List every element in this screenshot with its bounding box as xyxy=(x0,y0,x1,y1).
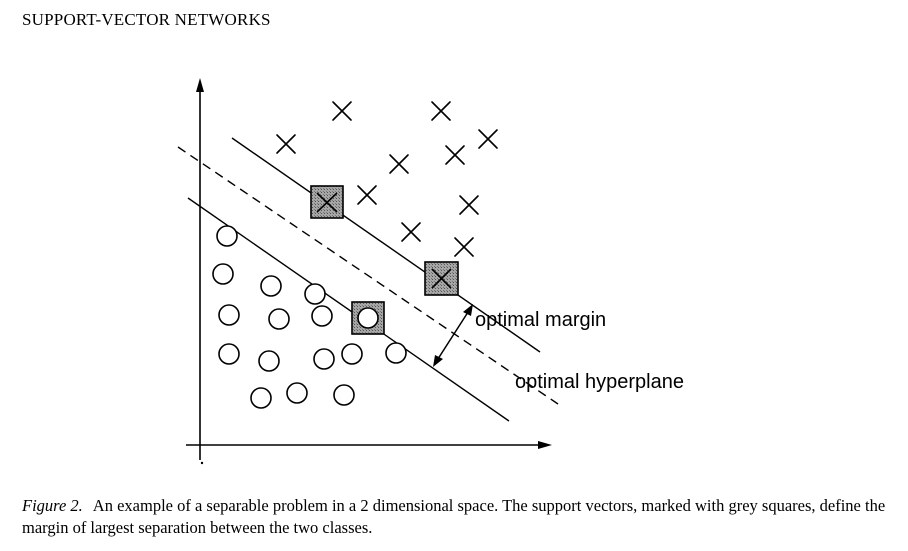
axes xyxy=(186,78,552,465)
class-circle-points xyxy=(212,225,407,409)
circle-point xyxy=(218,304,240,326)
circle-point xyxy=(286,382,308,404)
figure-number: Figure 2. xyxy=(22,496,83,515)
circle-point xyxy=(311,305,333,327)
running-title: SUPPORT-VECTOR NETWORKS xyxy=(22,10,271,29)
cross-point xyxy=(401,222,421,242)
circle-point xyxy=(385,342,407,364)
cross-point xyxy=(276,134,296,154)
support-vector-cross xyxy=(310,185,344,219)
class-cross-points xyxy=(276,101,498,257)
support-vectors xyxy=(310,185,459,335)
cross-point xyxy=(459,195,479,215)
upper-margin-line xyxy=(231,137,541,353)
circle-point xyxy=(260,275,282,297)
circle-point xyxy=(216,225,238,247)
lower-margin-line xyxy=(187,197,510,422)
cross-point xyxy=(454,237,474,257)
circle-point xyxy=(333,384,355,406)
support-vector-circle xyxy=(351,301,385,335)
separating-lines xyxy=(177,137,559,422)
circle-point xyxy=(304,283,326,305)
origin-dot xyxy=(200,461,204,465)
circle-point xyxy=(268,308,290,330)
circle-point xyxy=(258,350,280,372)
circle-point xyxy=(218,343,240,365)
cross-point xyxy=(431,101,451,121)
optimal-hyperplane-label: optimal hyperplane xyxy=(515,371,684,393)
circle-point xyxy=(250,387,272,409)
optimal-margin-label: optimal margin xyxy=(475,309,606,331)
cross-point xyxy=(478,129,498,149)
svm-figure: optimal margin optimal hyperplane xyxy=(177,78,684,465)
circle-point xyxy=(212,263,234,285)
margin-arrow xyxy=(433,304,473,367)
figure-caption: Figure 2. An example of a separable probl… xyxy=(22,495,892,539)
cross-point xyxy=(332,101,352,121)
optimal-hyperplane-line xyxy=(177,146,559,405)
cross-point xyxy=(445,145,465,165)
y-axis-arrowhead xyxy=(196,78,204,92)
cross-point xyxy=(357,185,377,205)
circle-point xyxy=(341,343,363,365)
caption-text: An example of a separable problem in a 2… xyxy=(22,496,886,537)
cross-point xyxy=(389,154,409,174)
circle-point xyxy=(313,348,335,370)
support-vector-cross xyxy=(424,261,459,296)
x-axis-arrowhead xyxy=(538,441,552,449)
